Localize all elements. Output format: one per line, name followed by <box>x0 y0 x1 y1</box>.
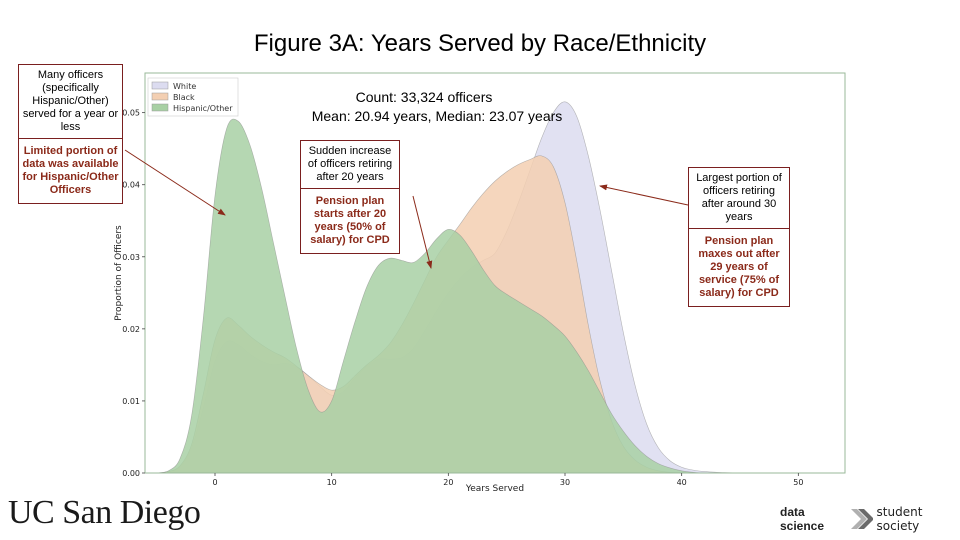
middle-note-emphasis: Pension plan starts after 20 years (50% … <box>310 195 390 246</box>
left-note-text: Many officers (specifically Hispanic/Oth… <box>19 65 122 139</box>
legend-swatch <box>151 92 169 101</box>
x-tick-label: 30 <box>560 478 570 487</box>
right-note-text: Largest portion of officers retiring aft… <box>689 168 789 229</box>
legend: White Black Hispanic/Other <box>147 77 239 117</box>
right-note: Largest portion of officers retiring aft… <box>688 167 790 307</box>
legend-swatch <box>151 103 169 112</box>
plot-frame <box>144 72 846 474</box>
x-tick-label: 50 <box>793 478 803 487</box>
middle-note-arrow <box>412 195 433 269</box>
middle-note-text: Sudden increase of officers retiring aft… <box>301 141 399 189</box>
y-tick-label: 0.01 <box>122 397 140 406</box>
right-note-emphasis: Pension plan maxes out after 29 years of… <box>698 235 780 299</box>
y-tick-label: 0.02 <box>122 325 140 334</box>
x-tick-label: 10 <box>327 478 337 487</box>
y-tick-label: 0.05 <box>122 109 140 118</box>
legend-label: Black <box>173 93 195 102</box>
legend-label: White <box>173 82 196 91</box>
x-axis-ticks: 0 10 20 30 40 50 <box>212 473 803 487</box>
left-note: Many officers (specifically Hispanic/Oth… <box>18 64 123 204</box>
chart-title: Figure 3A: Years Served by Race/Ethnicit… <box>253 30 707 57</box>
left-note-emphasis: Limited portion of data was available fo… <box>22 145 119 196</box>
y-tick-label: 0.00 <box>122 469 140 478</box>
middle-note: Sudden increase of officers retiring aft… <box>300 140 400 254</box>
y-tick-label: 0.04 <box>122 181 140 190</box>
legend-swatch <box>151 81 169 90</box>
dss-logo-thin: student society <box>876 505 923 533</box>
left-note-arrow <box>124 149 226 216</box>
dss-logo-bold: data science <box>780 505 825 533</box>
density-areas <box>156 101 799 474</box>
ucsd-logo: UC San Diego <box>8 494 201 531</box>
x-axis-label: Years Served <box>465 484 524 494</box>
x-tick-label: 0 <box>212 478 217 487</box>
area-hispanic-other <box>156 118 799 474</box>
dss-logo: data science student society <box>780 505 960 533</box>
legend-label: Hispanic/Other <box>173 104 233 113</box>
stats-mean-median: Mean: 20.94 years, Median: 23.07 years <box>312 108 563 124</box>
chevron-icon <box>851 509 873 529</box>
right-note-arrow <box>599 184 689 206</box>
y-axis-label: Proportion of Officers <box>114 225 124 321</box>
y-tick-label: 0.03 <box>122 253 140 262</box>
x-tick-label: 20 <box>443 478 453 487</box>
y-axis-ticks: 0.00 0.01 0.02 0.03 0.04 0.05 <box>122 109 145 478</box>
stats-count: Count: 33,324 officers <box>356 89 493 105</box>
x-tick-label: 40 <box>677 478 687 487</box>
